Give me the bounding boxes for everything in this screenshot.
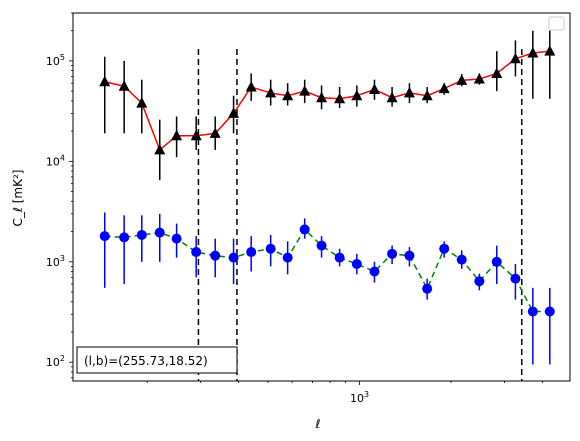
data-point-circle bbox=[265, 243, 276, 254]
data-point-circle bbox=[456, 254, 467, 265]
data-point-triangle bbox=[136, 97, 148, 108]
data-point-circle bbox=[510, 273, 521, 284]
data-point-circle bbox=[228, 252, 239, 263]
data-point-triangle bbox=[527, 46, 539, 58]
data-point-triangle bbox=[334, 92, 346, 104]
data-point-triangle bbox=[351, 89, 363, 101]
data-point-triangle bbox=[544, 45, 556, 56]
data-point-triangle bbox=[403, 86, 415, 98]
data-point-triangle bbox=[209, 127, 221, 138]
axis-ticks: 102 103 104 105 103 bbox=[46, 12, 543, 405]
data-point-circle bbox=[99, 231, 110, 242]
legend-box[interactable] bbox=[548, 16, 565, 31]
data-point-triangle bbox=[509, 52, 521, 64]
data-point-triangle bbox=[154, 143, 166, 155]
data-point-triangle bbox=[299, 85, 311, 96]
data-point-circle bbox=[171, 233, 182, 244]
data-point-circle bbox=[387, 248, 398, 259]
y-axis-label: C_ℓ [mK²] bbox=[11, 170, 25, 227]
data-point-triangle bbox=[438, 82, 450, 94]
data-point-circle bbox=[404, 250, 415, 261]
y-tick-label: 102 bbox=[46, 354, 65, 369]
vertical-lines bbox=[197, 49, 523, 381]
data-series bbox=[99, 30, 556, 365]
y-tick-label: 103 bbox=[46, 254, 65, 269]
data-point-triangle bbox=[171, 129, 183, 141]
data-point-triangle bbox=[473, 73, 485, 84]
data-point-circle bbox=[422, 283, 433, 294]
data-point-triangle bbox=[491, 67, 503, 78]
data-point-circle bbox=[544, 306, 555, 317]
data-point-triangle bbox=[118, 80, 130, 91]
x-axis-label: ℓ bbox=[315, 417, 321, 431]
data-point-circle bbox=[491, 256, 502, 267]
series-2 bbox=[99, 212, 555, 365]
data-point-circle bbox=[191, 247, 202, 258]
data-point-circle bbox=[299, 224, 310, 235]
data-point-circle bbox=[351, 259, 362, 270]
y-tick-label: 105 bbox=[46, 53, 65, 68]
data-point-triangle bbox=[228, 107, 240, 118]
y-tick-label: 104 bbox=[46, 153, 65, 168]
data-point-circle bbox=[210, 250, 221, 261]
data-point-triangle bbox=[456, 74, 468, 85]
data-point-circle bbox=[439, 243, 450, 254]
data-point-triangle bbox=[245, 80, 257, 92]
data-point-triangle bbox=[368, 83, 380, 94]
data-point-triangle bbox=[421, 89, 433, 101]
data-point-triangle bbox=[190, 129, 202, 141]
plot-background bbox=[73, 13, 570, 381]
data-point-circle bbox=[282, 252, 293, 263]
series-1 bbox=[99, 30, 556, 181]
data-point-triangle bbox=[265, 86, 277, 98]
data-point-triangle bbox=[316, 91, 328, 103]
data-point-triangle bbox=[282, 89, 294, 101]
data-point-circle bbox=[369, 266, 380, 277]
annotation-box bbox=[76, 346, 238, 374]
data-point-circle bbox=[246, 247, 257, 258]
data-point-triangle bbox=[386, 91, 398, 103]
data-point-circle bbox=[136, 229, 147, 240]
annotation-text: (l,b)=(255.73,18.52) bbox=[84, 354, 208, 368]
data-point-circle bbox=[474, 276, 485, 287]
data-point-circle bbox=[154, 227, 165, 238]
data-point-circle bbox=[527, 306, 538, 317]
x-tick-label: 103 bbox=[350, 390, 369, 405]
plot-frame bbox=[72, 12, 571, 382]
data-point-circle bbox=[316, 240, 327, 251]
data-point-circle bbox=[334, 252, 345, 263]
data-point-triangle bbox=[99, 75, 111, 87]
data-point-circle bbox=[119, 232, 130, 243]
